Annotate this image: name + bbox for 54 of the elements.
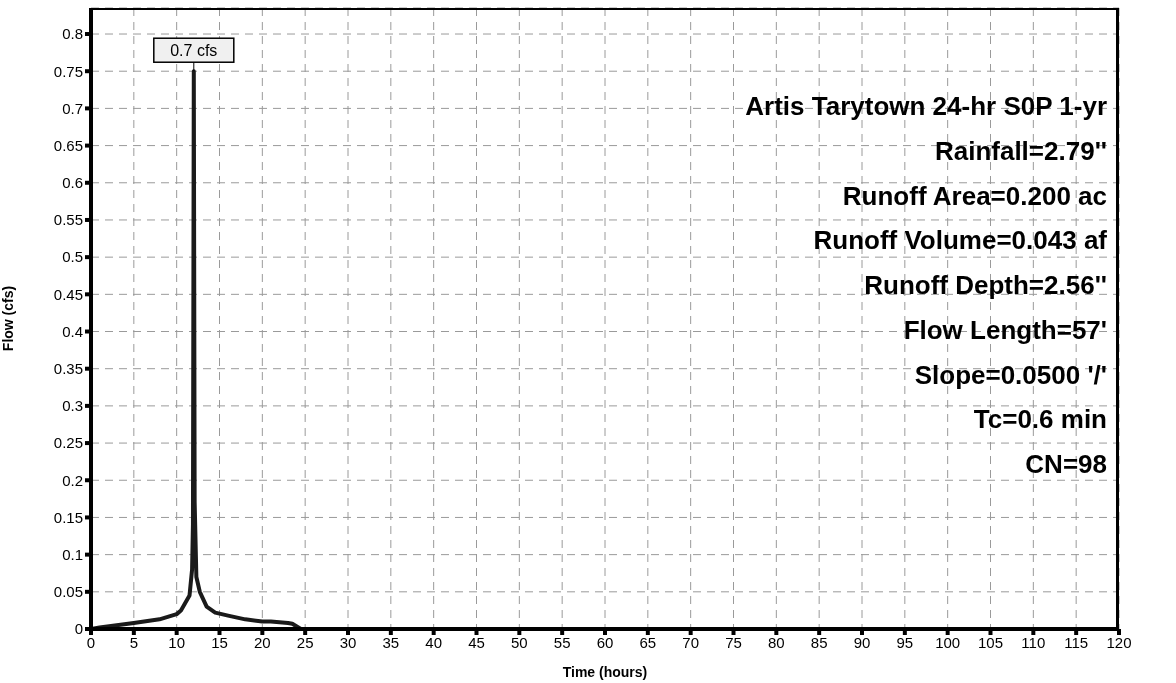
x-tick-label: 110 — [1021, 633, 1046, 651]
y-tick-label: 0.25 — [53, 434, 83, 452]
x-tick-label: 85 — [810, 633, 828, 651]
annotation: Rainfall=2.79'' — [933, 134, 1107, 168]
y-tick-label: 0.2 — [62, 471, 83, 489]
x-tick-label: 70 — [682, 633, 700, 651]
y-tick-label: 0.5 — [62, 248, 83, 266]
y-tick-label: 0.3 — [62, 397, 83, 415]
x-tick-label: 35 — [382, 633, 400, 651]
x-tick-label: 115 — [1064, 633, 1089, 651]
y-tick-label: 0.55 — [53, 211, 83, 229]
x-tick-label: 60 — [596, 633, 614, 651]
x-tick-label: 100 — [935, 633, 961, 651]
annotation: Flow Length=57' — [902, 313, 1107, 347]
x-tick-label: 120 — [1106, 633, 1132, 651]
y-tick-label: 0.4 — [62, 322, 83, 340]
y-tick-label: 0.05 — [53, 583, 83, 601]
x-tick-label: 5 — [129, 633, 139, 651]
x-tick-label: 65 — [639, 633, 657, 651]
x-tick-label: 30 — [339, 633, 357, 651]
y-tick-label: 0.1 — [62, 545, 83, 563]
annotation: 0.7 cfs — [170, 42, 218, 60]
x-tick-label: 105 — [977, 633, 1004, 651]
y-tick-label: 0.8 — [62, 25, 83, 43]
y-tick-label: 0.35 — [53, 360, 83, 378]
annotation: CN=98 — [1024, 448, 1107, 481]
x-tick-label: 55 — [553, 633, 571, 651]
x-tick-label: 25 — [296, 633, 314, 651]
y-tick-label: 0.6 — [62, 174, 83, 192]
y-tick-label: 0.7 — [62, 99, 83, 117]
x-tick-label: 40 — [425, 633, 443, 651]
x-tick-label: 20 — [253, 633, 271, 651]
y-tick-label: 0 — [74, 620, 83, 638]
annotation: Artis Tarytown 24-hr S0P 1-yr — [745, 90, 1107, 123]
annotation: Slope=0.0500 '/' — [913, 358, 1107, 392]
annotation: Runoff Area=0.200 ac — [841, 179, 1107, 213]
annotation: Tc=0.6 min — [972, 403, 1107, 437]
x-tick-label: 45 — [468, 633, 485, 651]
x-tick-label: 80 — [767, 633, 785, 651]
y-tick-label: 0.15 — [53, 508, 83, 526]
x-axis-title: Time (hours) — [562, 664, 648, 680]
x-tick-label: 95 — [896, 633, 914, 651]
annotation: Runoff Depth=2.56'' — [863, 269, 1107, 302]
y-tick-label: 0.75 — [53, 62, 83, 80]
y-tick-label: 0.65 — [53, 136, 83, 154]
y-tick-label: 0.45 — [53, 285, 83, 303]
x-tick-label: 10 — [168, 633, 186, 651]
x-tick-label: 50 — [510, 633, 528, 651]
x-tick-label: 75 — [725, 633, 742, 651]
y-axis-title: Flow (cfs) — [0, 285, 16, 352]
x-tick-label: 15 — [211, 633, 228, 651]
annotation: Runoff Volume=0.043 af — [812, 224, 1107, 258]
x-tick-label: 90 — [853, 633, 871, 651]
x-tick-label: 0 — [86, 633, 96, 651]
